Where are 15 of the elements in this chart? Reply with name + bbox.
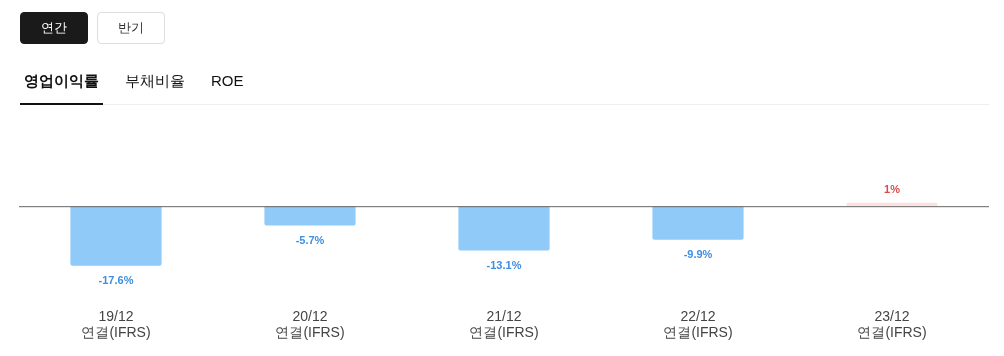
x-tick-label: 20/12 연결(IFRS)	[275, 307, 345, 341]
data-label: -5.7%	[295, 233, 325, 246]
text: 부채비율	[124, 71, 186, 91]
data-label: -17.6%	[98, 274, 134, 287]
data-label: -13.1%	[486, 258, 522, 271]
text: ROE	[210, 71, 245, 91]
text: 반기	[97, 12, 165, 44]
text: 영업이익률	[20, 62, 103, 105]
x-tick-label: 22/12 연결(IFRS)	[663, 307, 733, 341]
text: 연간	[20, 12, 88, 44]
x-tick-label: 21/12 연결(IFRS)	[469, 307, 539, 341]
x-tick-label: 23/12 연결(IFRS)	[857, 307, 927, 341]
x-tick-label: 19/12 연결(IFRS)	[81, 307, 151, 341]
data-label: -9.9%	[683, 248, 713, 261]
data-label: 1%	[884, 183, 901, 196]
